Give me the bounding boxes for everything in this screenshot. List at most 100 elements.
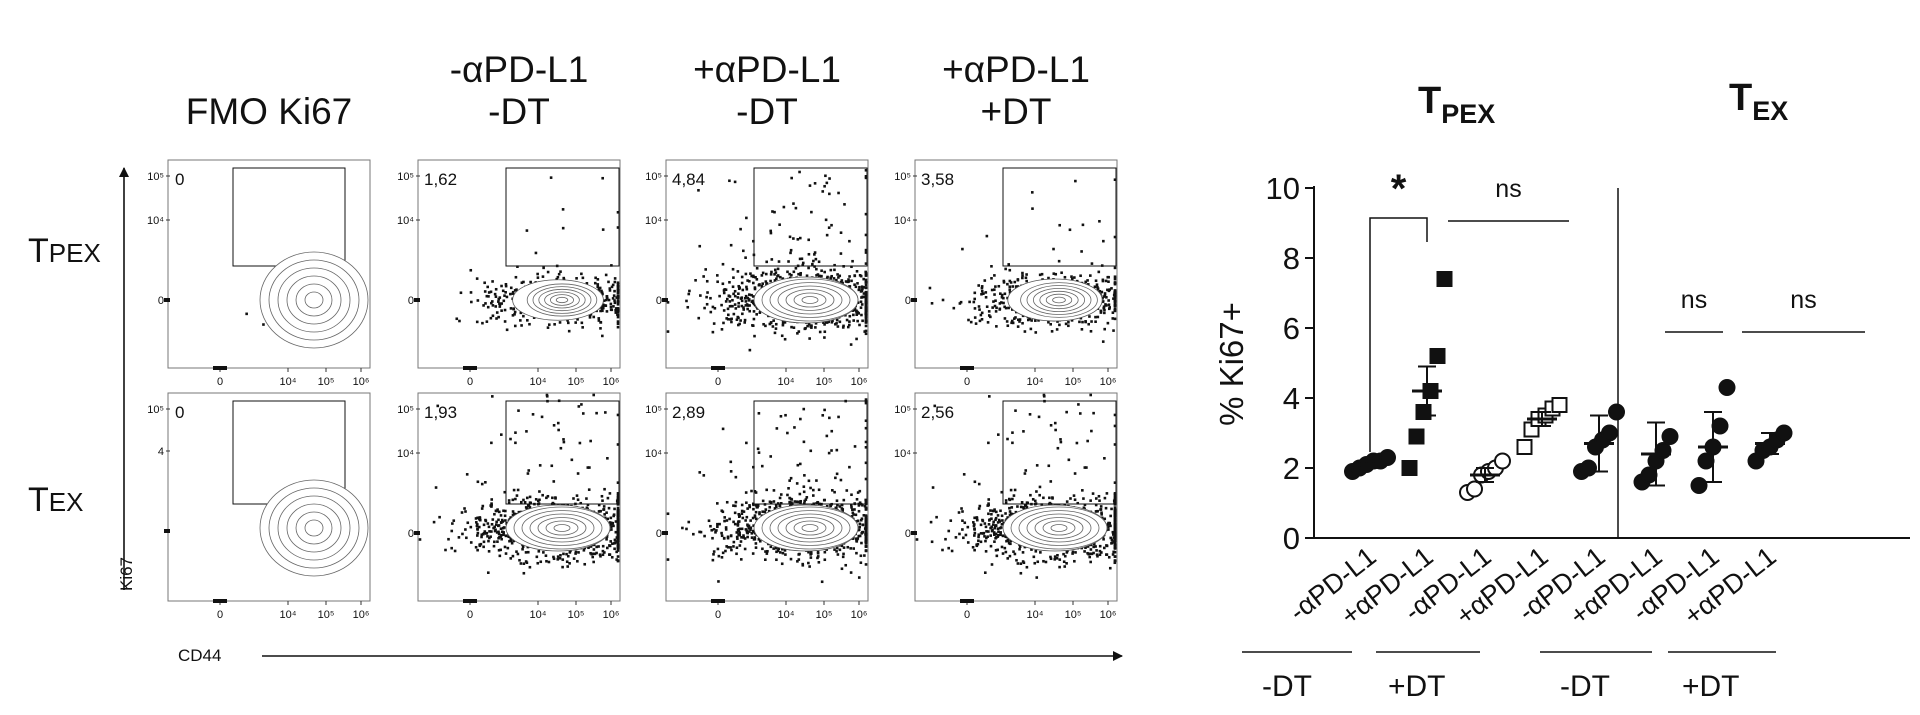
event-dot xyxy=(986,321,990,324)
event-dot xyxy=(788,235,792,239)
event-dot xyxy=(476,531,480,535)
event-dot xyxy=(780,562,784,566)
event-dot xyxy=(536,272,539,276)
event-dot xyxy=(589,551,592,555)
event-dot xyxy=(860,313,863,317)
event-dot xyxy=(1016,278,1020,282)
event-dot xyxy=(750,489,753,493)
event-dot xyxy=(768,505,772,509)
event-dot xyxy=(498,554,502,558)
event-dot xyxy=(1008,285,1012,289)
event-dot xyxy=(864,233,868,237)
event-dot xyxy=(490,523,494,526)
event-dot xyxy=(1008,279,1012,283)
event-dot xyxy=(603,487,606,491)
event-dot xyxy=(509,539,513,543)
event-dot xyxy=(507,499,511,502)
event-dot xyxy=(566,321,570,325)
event-dot xyxy=(616,520,620,524)
event-dot xyxy=(764,508,768,511)
event-dot xyxy=(476,534,479,537)
event-dot xyxy=(1035,576,1039,579)
event-dot xyxy=(848,239,851,243)
event-dot xyxy=(864,168,868,172)
event-dot xyxy=(451,522,454,525)
y-tick-label: 0 xyxy=(905,528,911,540)
event-dot xyxy=(761,510,764,513)
event-dot xyxy=(460,511,464,514)
event-dot xyxy=(562,276,566,280)
event-dot xyxy=(751,324,754,327)
event-dot xyxy=(749,528,752,532)
event-dot xyxy=(615,307,618,310)
event-dot xyxy=(861,295,865,299)
event-dot xyxy=(1025,279,1028,283)
contour xyxy=(277,495,351,561)
event-dot xyxy=(799,273,802,277)
event-dot xyxy=(744,256,747,259)
event-dot xyxy=(502,531,505,534)
event-dot xyxy=(519,319,522,322)
event-dot xyxy=(494,287,498,291)
event-dot xyxy=(481,532,485,536)
event-dot xyxy=(1097,270,1101,274)
event-dot xyxy=(844,280,848,283)
event-dot xyxy=(745,216,748,220)
event-dot xyxy=(825,233,829,237)
event-dot xyxy=(856,319,859,323)
event-dot xyxy=(851,508,854,512)
gate-percent: 1,93 xyxy=(424,403,457,422)
y-tick-label: 10⁵ xyxy=(894,404,911,416)
event-dot xyxy=(739,527,742,531)
event-dot xyxy=(601,553,605,557)
event-dot xyxy=(816,556,819,560)
event-dot xyxy=(781,321,785,325)
plot-frame xyxy=(665,392,869,602)
event-dot xyxy=(787,260,790,263)
plot-frame xyxy=(914,159,1118,369)
event-dot xyxy=(503,320,507,323)
event-dot xyxy=(1094,545,1097,548)
column-title: FMO Ki67 xyxy=(186,91,353,132)
event-dot xyxy=(609,305,613,309)
event-dot xyxy=(566,318,569,322)
event-dot xyxy=(568,551,572,554)
event-dot xyxy=(980,311,984,315)
event-dot xyxy=(606,546,609,550)
event-dot xyxy=(769,231,773,235)
event-dot xyxy=(833,548,836,551)
event-dot xyxy=(754,542,758,545)
event-dot xyxy=(552,555,555,559)
event-dot xyxy=(747,524,751,528)
event-dot xyxy=(725,317,728,320)
event-dot xyxy=(497,315,500,319)
event-dot xyxy=(1094,320,1097,324)
event-dot xyxy=(725,519,729,522)
x-tick-label: 10⁴ xyxy=(530,376,547,388)
event-dot xyxy=(753,286,757,289)
event-dot xyxy=(607,298,611,302)
column-title-line: +αPD-L1 xyxy=(942,49,1090,90)
event-dot xyxy=(709,310,713,314)
event-dot xyxy=(753,537,757,541)
event-dot xyxy=(608,521,612,524)
event-dot xyxy=(789,497,793,501)
event-dot xyxy=(1113,295,1117,299)
event-dot xyxy=(807,266,810,270)
event-dot xyxy=(744,300,748,303)
event-dot xyxy=(607,506,611,510)
event-dot xyxy=(1004,306,1008,310)
event-dot xyxy=(556,555,560,558)
event-dot xyxy=(581,276,585,280)
event-dot xyxy=(1006,282,1009,286)
event-dot xyxy=(827,226,831,229)
column-title: -αPD-L1 -DT xyxy=(450,49,589,132)
contour xyxy=(550,294,575,306)
event-dot xyxy=(490,498,494,501)
event-dot xyxy=(985,234,989,238)
event-dot xyxy=(750,300,754,304)
event-dot xyxy=(961,519,964,522)
event-dot xyxy=(698,530,701,534)
event-dot xyxy=(616,544,620,548)
event-dot xyxy=(836,325,840,328)
